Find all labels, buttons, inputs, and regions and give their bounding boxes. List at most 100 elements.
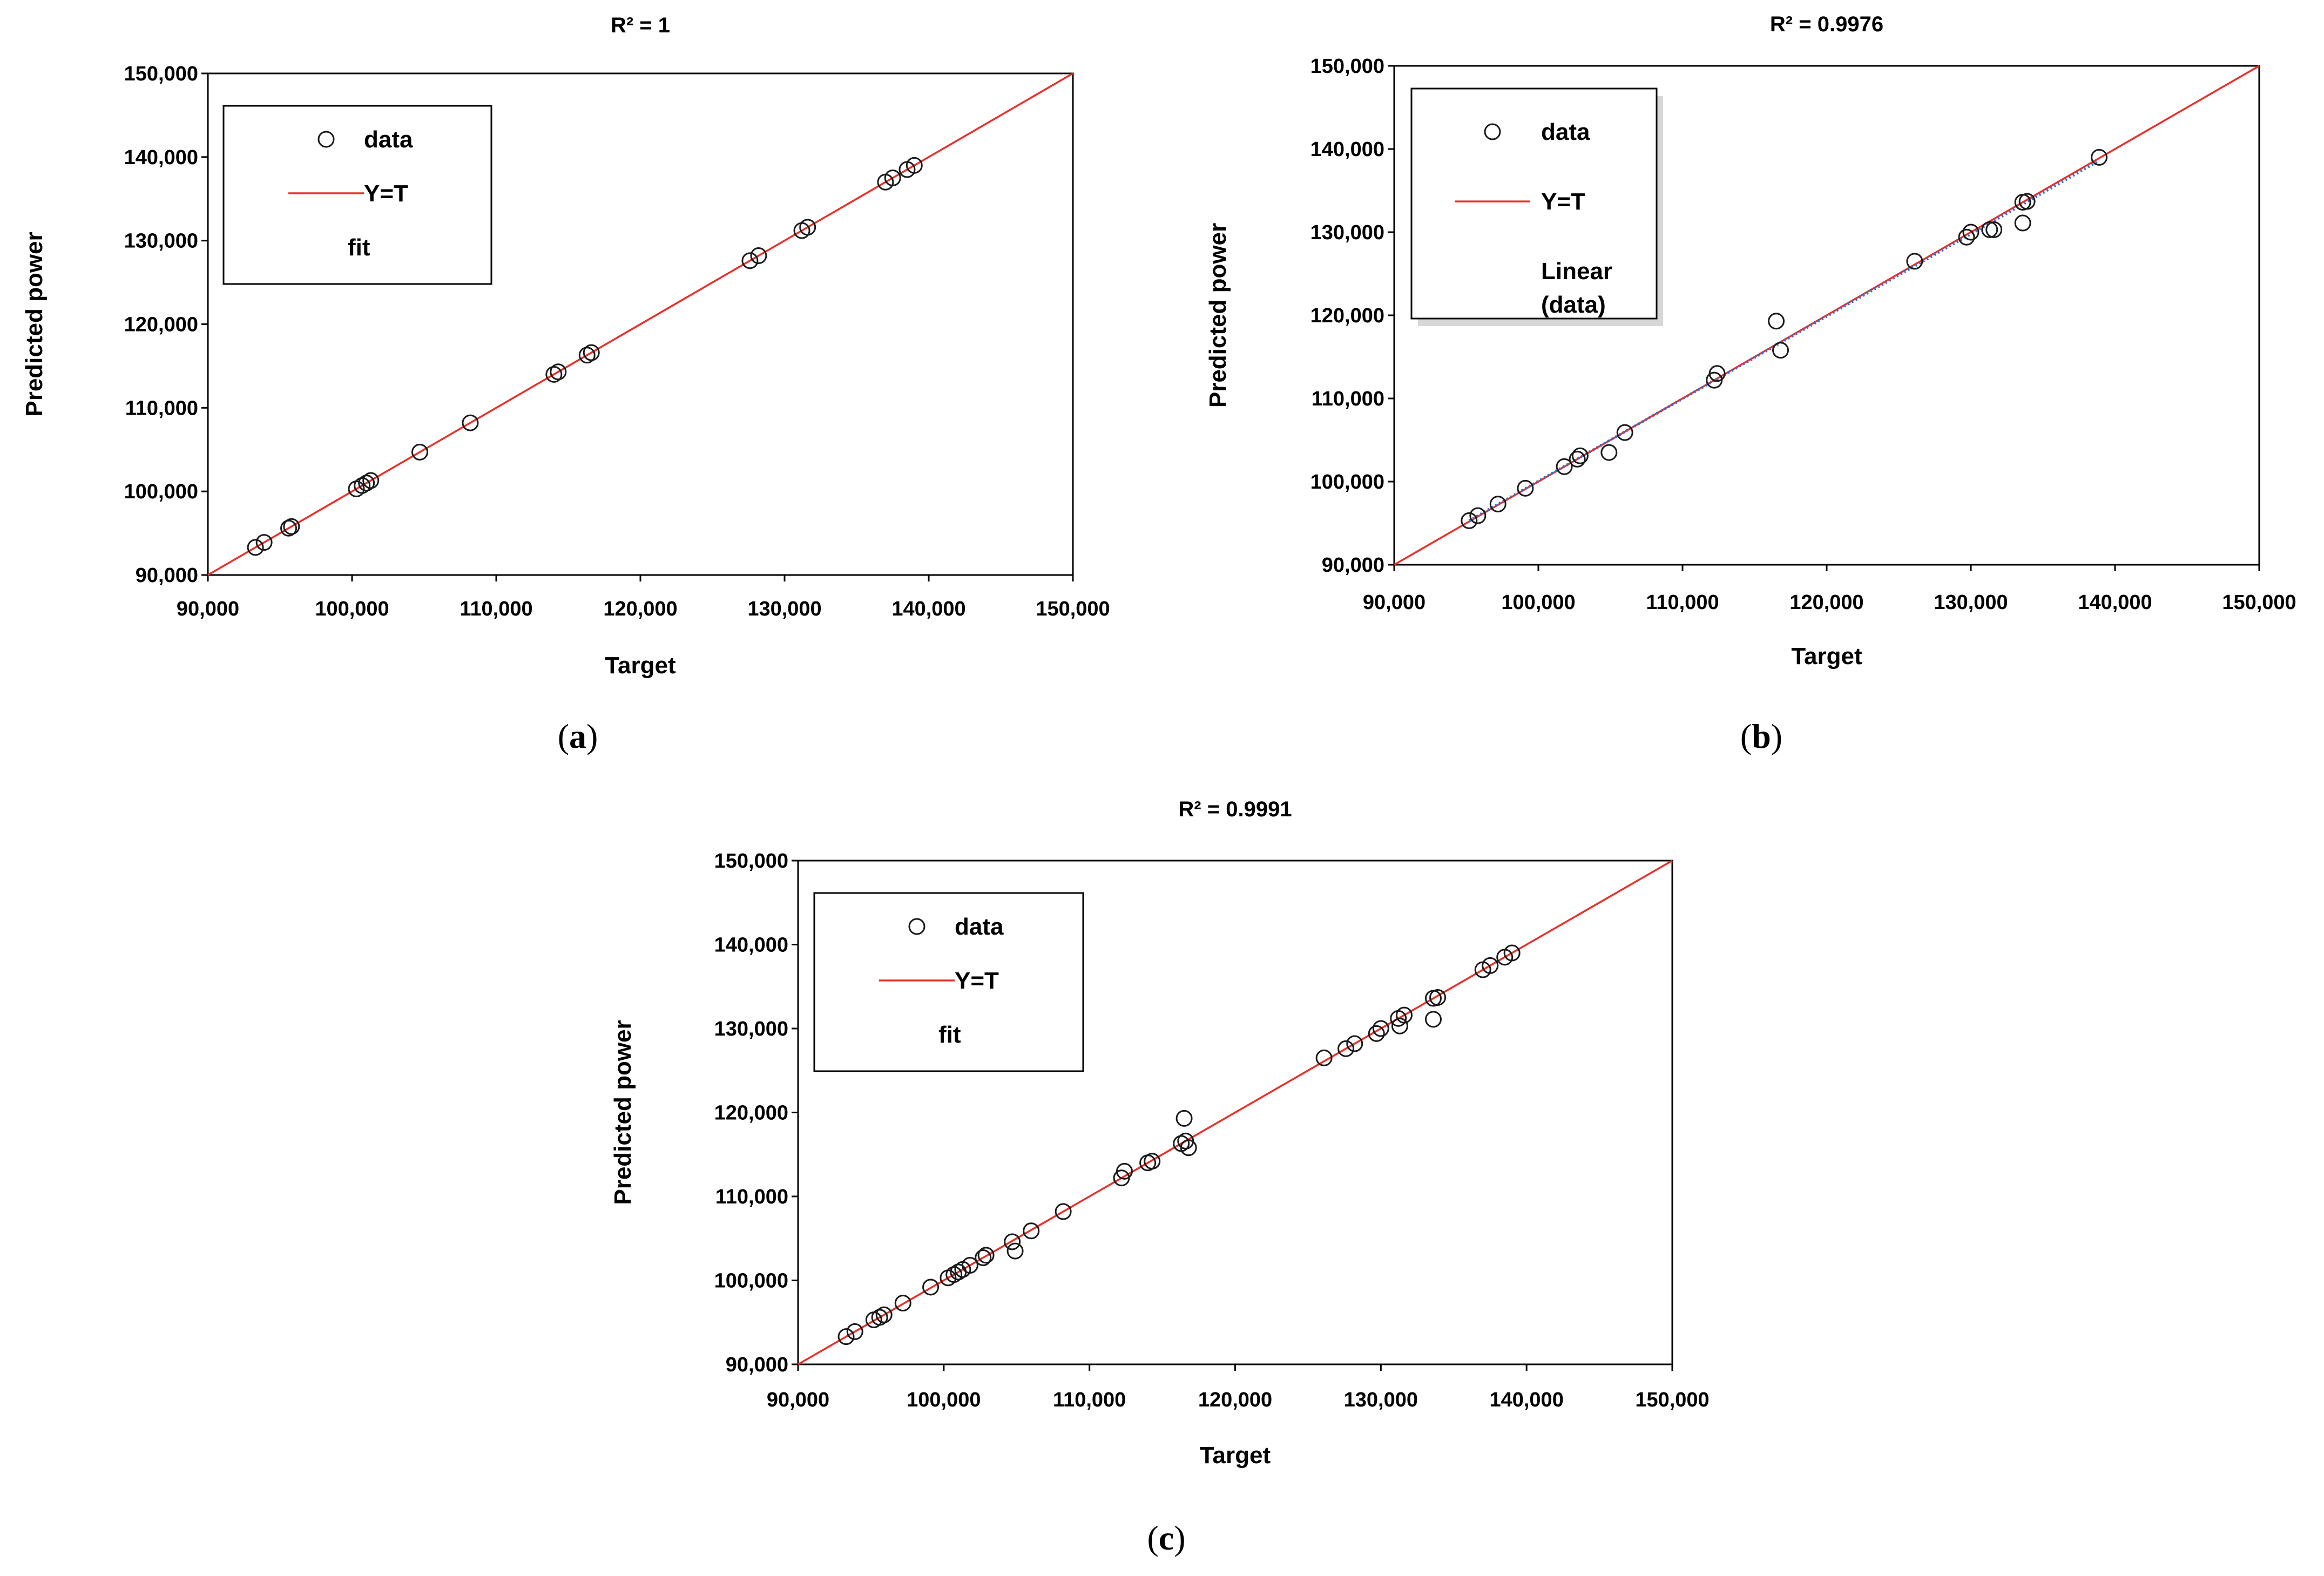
x-tick-label: 100,000 (315, 598, 389, 620)
x-tick-label: 110,000 (460, 598, 532, 620)
data-point (1768, 313, 1785, 330)
data-point (1517, 479, 1534, 497)
data-point (1708, 365, 1726, 382)
data-point (545, 366, 563, 383)
panel-caption: (c) (1147, 1519, 1185, 1557)
data-point (837, 1328, 855, 1345)
x-axis-label: Target (605, 652, 676, 679)
data-point (875, 1306, 893, 1323)
panel-caption: (a) (558, 717, 598, 755)
data-point (846, 1323, 863, 1340)
data-point (1469, 507, 1487, 524)
panel-caption: (b) (1740, 717, 1782, 755)
data-point (1958, 228, 1975, 246)
data-point (961, 1257, 978, 1274)
y-tick-label: 100,000 (714, 1270, 788, 1293)
legend-label: Y=T (364, 180, 408, 207)
data-point (411, 443, 428, 461)
data-point (1004, 1233, 1021, 1250)
legend-label: data (955, 914, 1004, 940)
data-point (977, 1247, 995, 1264)
legend-box (1410, 87, 1658, 320)
y-tick-label: 150,000 (124, 63, 198, 85)
x-tick-label: 140,000 (2078, 591, 2152, 614)
data-point (1315, 1049, 1333, 1066)
data-point (1616, 424, 1633, 441)
y-axis-label: Predicted power (21, 232, 48, 416)
data-point (1055, 1203, 1072, 1220)
data-point (2018, 193, 2036, 210)
data-point (922, 1279, 940, 1296)
y-tick-label: 140,000 (1310, 138, 1384, 161)
data-point (550, 363, 567, 381)
data-point (583, 344, 600, 361)
y-tick-label: 110,000 (715, 1186, 788, 1208)
data-point (578, 347, 596, 364)
x-tick-label: 90,000 (1363, 591, 1426, 614)
legend-label: fit (938, 1022, 961, 1048)
legend: data Y=T Linear (data) (1410, 87, 1663, 326)
y-tick-label: 120,000 (1310, 305, 1384, 327)
legend-label: Y=T (1541, 188, 1585, 215)
y-tick-label: 130,000 (1310, 221, 1384, 244)
data-point (1556, 458, 1573, 475)
data-point (945, 1266, 963, 1283)
x-tick-label: 90,000 (177, 598, 239, 620)
chart-panel-b: R² = 0.9976 90,000 90,000 100,000 100,000 110… (1205, 12, 2296, 755)
data-point (750, 247, 767, 265)
x-tick-label: 130,000 (1934, 591, 2008, 614)
identity-line (207, 72, 1073, 576)
x-tick-label: 100,000 (1501, 591, 1575, 614)
legend: data Y=T fit (813, 892, 1084, 1072)
identity-line (798, 860, 1673, 1365)
y-tick-label: 130,000 (714, 1018, 788, 1040)
data-point (1368, 1025, 1385, 1042)
x-axis-label: Target (1200, 1442, 1271, 1469)
data-point (1006, 1242, 1024, 1260)
chart-title: R² = 0.9991 (1178, 797, 1292, 821)
data-point (975, 1249, 992, 1267)
legend-label: (data) (1541, 292, 1606, 318)
x-tick-label: 120,000 (603, 598, 677, 620)
x-tick-label: 130,000 (747, 598, 821, 620)
x-tick-label: 110,000 (1053, 1389, 1126, 1411)
y-axis-label: Predicted power (610, 1020, 636, 1205)
data-point (871, 1309, 888, 1326)
data-point (2091, 148, 2108, 166)
data-point (283, 518, 300, 535)
legend-label: data (364, 126, 413, 153)
data-point (1461, 512, 1478, 529)
data-point (462, 414, 479, 431)
x-tick-label: 150,000 (2222, 591, 2296, 614)
legend-marker (317, 131, 335, 148)
legend-marker (1484, 123, 1501, 140)
data-point (362, 472, 380, 489)
y-axis-label: Predicted power (1205, 223, 1231, 408)
x-tick-label: 140,000 (891, 598, 965, 620)
data-point (1391, 1017, 1408, 1034)
data-point (354, 477, 371, 494)
data-point (894, 1294, 911, 1311)
x-tick-label: 110,000 (1646, 591, 1719, 614)
x-tick-label: 130,000 (1344, 1389, 1418, 1411)
legend-label: fit (348, 234, 370, 261)
data-point (906, 157, 923, 174)
data-point (1569, 450, 1586, 468)
y-tick-label: 90,000 (1322, 554, 1384, 577)
data-point (1175, 1110, 1193, 1127)
x-axis-label: Target (1791, 643, 1862, 669)
data-point (1489, 496, 1506, 513)
data-point (280, 519, 298, 537)
y-tick-label: 100,000 (1310, 471, 1384, 493)
data-point (1571, 447, 1589, 464)
legend-label: data (1541, 119, 1590, 145)
y-tick-label: 100,000 (124, 481, 198, 503)
legend-label: Linear (1541, 258, 1612, 285)
y-tick-label: 110,000 (1312, 388, 1384, 410)
y-tick-label: 120,000 (124, 314, 198, 336)
data-point (1962, 224, 1980, 241)
data-point (1985, 221, 2003, 238)
data-point (255, 534, 273, 551)
data-point (1981, 221, 1998, 238)
y-tick-label: 90,000 (726, 1354, 788, 1376)
